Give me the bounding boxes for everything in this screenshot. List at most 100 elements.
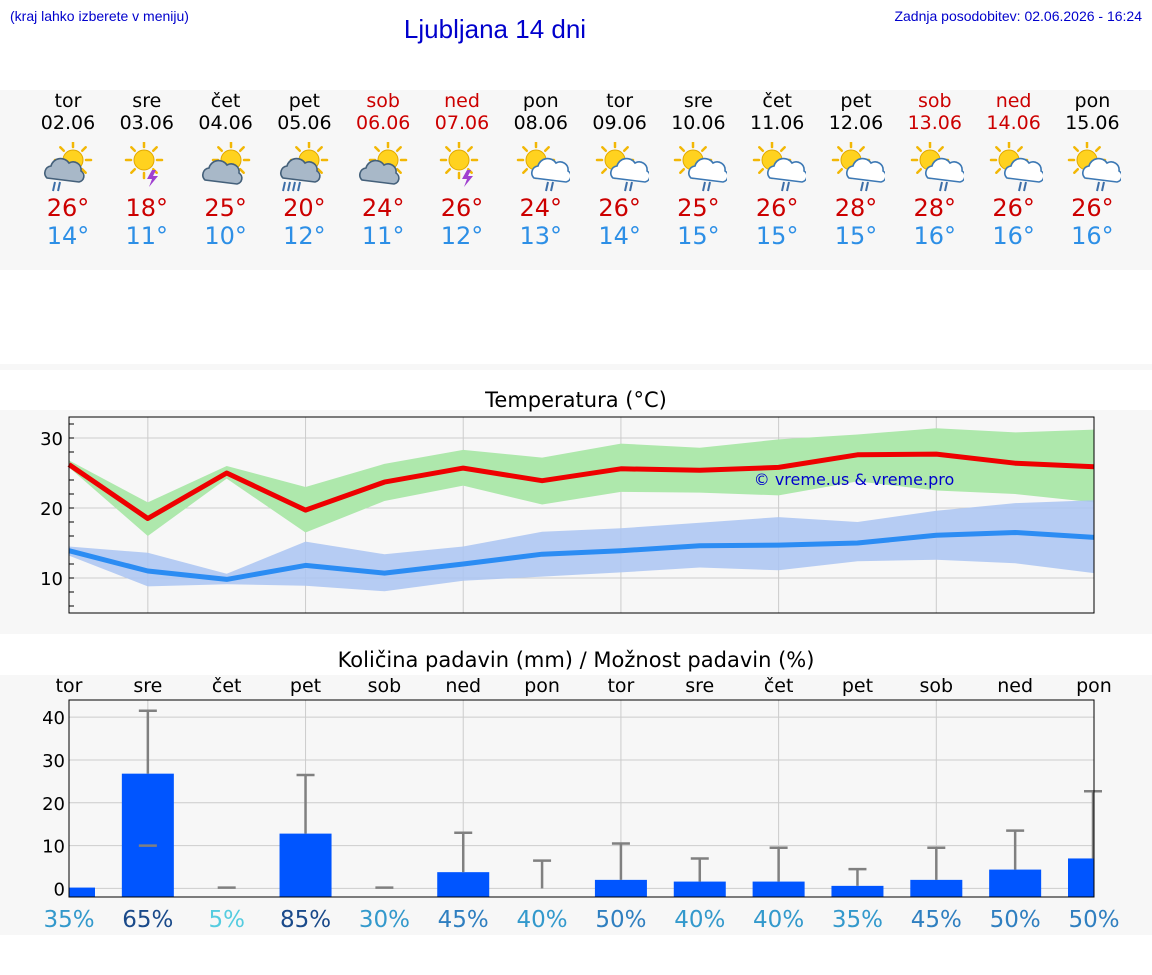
y-tick-label: 20 <box>42 794 65 815</box>
max-temperature: 26° <box>440 194 484 222</box>
day-name: ned <box>995 90 1032 112</box>
last-updated: Zadnja posodobitev: 02.06.2026 - 16:24 <box>894 8 1142 24</box>
precipitation-bar <box>279 833 332 897</box>
cloud-shape <box>1082 157 1122 183</box>
cloud-shape <box>846 157 885 183</box>
max-temperature: 26° <box>598 194 641 222</box>
precipitation-probability: 45% <box>911 907 962 933</box>
day-date: 15.06 <box>1065 112 1120 134</box>
cloud-shape <box>1003 157 1043 183</box>
y-tick-label: 10 <box>40 569 63 590</box>
max-temperature: 25° <box>204 194 247 222</box>
day-date: 11.06 <box>749 112 805 134</box>
max-temperature: 18° <box>125 194 169 222</box>
plot-frame <box>68 699 1095 898</box>
day-column: čet 11.06 26° 15° <box>738 90 816 250</box>
partly-cloudy-heavy-rain-icon <box>280 142 329 192</box>
min-temperature: 12° <box>283 222 326 250</box>
day-name: pet <box>840 90 872 112</box>
rain-shape <box>938 181 948 192</box>
rain-shape <box>544 181 554 192</box>
day-name: čet <box>762 90 792 112</box>
y-tick-label: 30 <box>42 751 65 772</box>
page-title: Ljubljana 14 dni <box>403 14 587 44</box>
max-temperature: 26° <box>46 194 90 222</box>
rain-shape <box>781 181 791 192</box>
sun-cloud-rain-icon <box>910 142 964 192</box>
max-temperature: 24° <box>519 194 563 222</box>
x-day-label: sre <box>133 675 162 697</box>
day-date: 05.06 <box>277 112 332 134</box>
plot-area <box>69 700 1094 897</box>
cloud-shape <box>201 159 243 185</box>
day-date: 13.06 <box>907 112 962 134</box>
plot-frame <box>68 416 1095 614</box>
precipitation-bar <box>831 885 884 897</box>
sun-cloud-rain-icon <box>1068 142 1122 192</box>
day-name: sob <box>366 90 400 112</box>
day-date: 12.06 <box>828 112 884 134</box>
day-date: 06.06 <box>355 112 411 134</box>
x-day-label: pon <box>524 675 560 697</box>
day-column: tor 09.06 26° 14° <box>581 90 659 250</box>
min-temperature: 14° <box>598 222 641 250</box>
x-day-label: tor <box>56 675 83 697</box>
day-date: 08.06 <box>513 112 568 134</box>
day-column: čet 04.06 25° 10° <box>187 90 265 250</box>
day-name: ned <box>444 90 480 112</box>
precipitation-probability: 45% <box>438 907 489 933</box>
day-date: 09.06 <box>592 112 647 134</box>
sun-cloud-rain-icon <box>674 142 728 192</box>
precipitation-bar <box>437 872 490 897</box>
day-name: pet <box>288 90 320 112</box>
cloud-shape <box>688 157 728 183</box>
rain-shape <box>702 181 712 192</box>
precipitation-probability: 35% <box>832 907 883 933</box>
precipitation-bar <box>989 869 1042 897</box>
rain-shape <box>282 181 302 192</box>
min-temp-line <box>68 530 1095 582</box>
max-temp-range-band <box>69 428 1094 536</box>
rain-shape <box>1017 181 1027 192</box>
day-column: pon 08.06 24° 13° <box>502 90 580 250</box>
day-date: 10.06 <box>671 112 726 134</box>
x-day-label: čet <box>764 675 794 697</box>
min-temperature: 11° <box>361 222 405 250</box>
x-day-label: pon <box>1076 675 1112 697</box>
watermark-text: © vreme.us & vreme.pro <box>754 470 955 489</box>
temperature-chart-title: Temperatura (°C) <box>485 388 667 412</box>
sun-thunderstorm-icon <box>439 142 479 187</box>
sun-thunderstorm-icon <box>124 142 164 187</box>
x-day-label: tor <box>607 675 634 697</box>
day-date: 04.06 <box>198 112 253 134</box>
day-column: pet 05.06 20° 12° <box>265 90 343 250</box>
precipitation-bar <box>69 887 95 897</box>
min-temperature: 15° <box>677 222 720 250</box>
max-temperature: 26° <box>1071 194 1114 222</box>
precipitation-probability: 40% <box>674 907 725 933</box>
max-temperature: 26° <box>755 194 799 222</box>
day-date: 14.06 <box>986 112 1041 134</box>
x-day-label: pet <box>842 675 873 697</box>
x-day-label: ned <box>997 675 1033 697</box>
day-name: sob <box>918 90 952 112</box>
min-temperature: 11° <box>125 222 169 250</box>
y-tick-label: 40 <box>42 708 65 729</box>
x-day-label: sob <box>920 675 954 697</box>
day-date: 07.06 <box>434 112 490 134</box>
sun-shape <box>124 142 164 180</box>
precipitation-probability: 35% <box>43 907 94 933</box>
day-column: ned 07.06 26° 12° <box>423 90 501 250</box>
day-column: sob 06.06 24° 11° <box>344 90 422 250</box>
precipitation-probability: 65% <box>122 907 173 933</box>
precipitation-chart: 0 10 20 30 40 tor sre čet pet sob ned pon tor sre čet p… <box>42 675 1119 933</box>
day-column: pon 15.06 26° 16° <box>1053 90 1131 250</box>
rain-shape <box>623 181 633 192</box>
precipitation-bar <box>1068 858 1094 897</box>
cloud-shape <box>359 159 400 185</box>
cloud-shape <box>924 157 964 183</box>
day-column: ned 14.06 26° 16° <box>975 90 1053 250</box>
min-temperature: 16° <box>992 222 1035 250</box>
x-day-label: čet <box>212 675 242 697</box>
day-name: sre <box>132 90 162 112</box>
